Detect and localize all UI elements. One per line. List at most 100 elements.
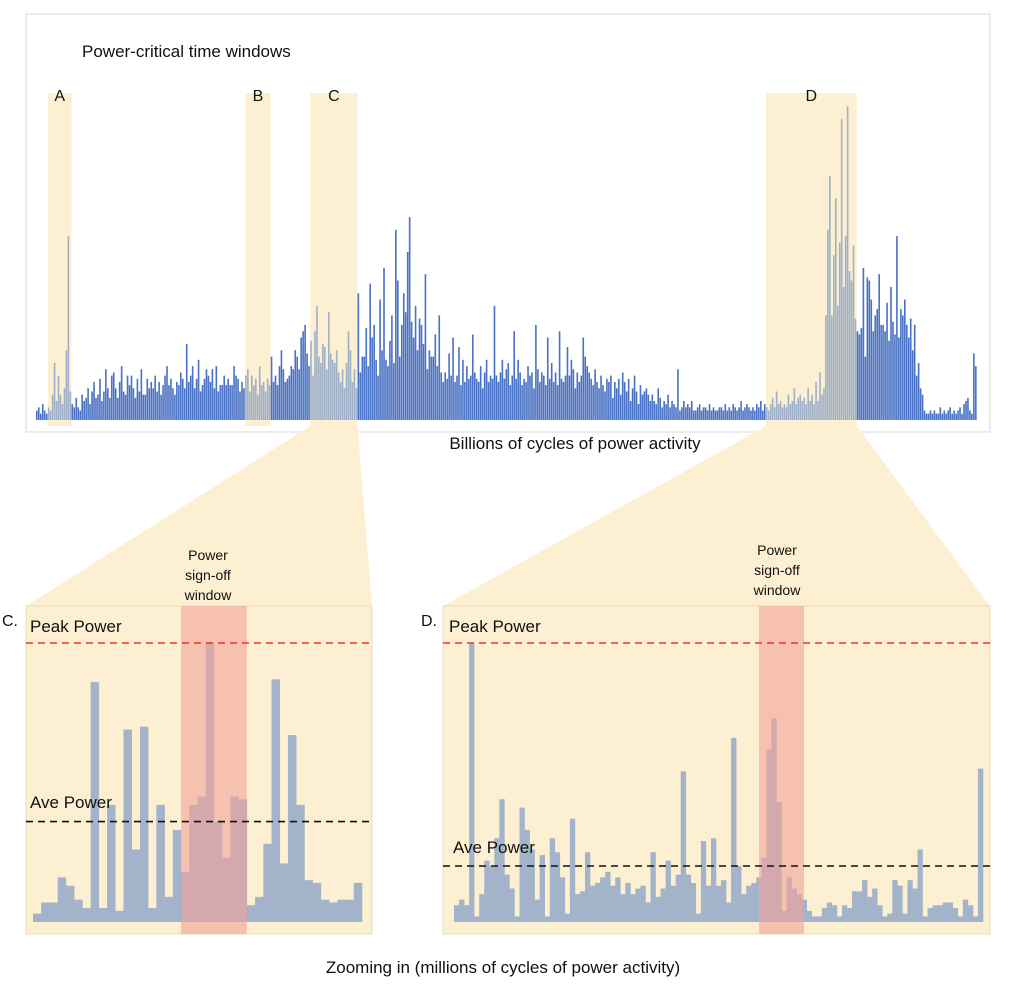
panel-d-bar [625, 882, 631, 922]
top-bar [471, 334, 474, 420]
top-bar [947, 410, 950, 420]
panel-d-bar [569, 818, 576, 922]
top-bar [440, 372, 443, 420]
top-bar [245, 375, 247, 420]
top-bar [412, 337, 415, 420]
panel-c-bar [312, 882, 322, 922]
top-bar [221, 385, 224, 420]
top-bar [698, 404, 701, 420]
top-bar [542, 375, 545, 420]
top-bar [915, 375, 918, 420]
top-bar [716, 410, 719, 420]
top-bar [775, 391, 778, 420]
top-bar [588, 372, 590, 420]
top-bar [566, 347, 569, 420]
top-bar [623, 381, 626, 420]
panel-d-bar [836, 916, 843, 922]
top-bar [827, 229, 829, 420]
top-bar [706, 410, 709, 420]
panel-d-bar [806, 910, 813, 922]
top-bar [537, 369, 539, 420]
top-bar [65, 350, 68, 420]
top-bar [327, 312, 330, 420]
panel-c-signoff-line-2: sign-off [185, 567, 231, 583]
top-bar [361, 356, 364, 420]
top-bar [675, 407, 677, 420]
panel-d-bar [917, 849, 923, 922]
top-bar [550, 362, 553, 420]
top-bar [237, 378, 239, 420]
top-bar [963, 404, 965, 420]
panel-d-bar [816, 916, 823, 922]
top-bar [886, 302, 888, 420]
top-bar [811, 394, 813, 420]
top-bar [714, 410, 717, 420]
top-bar [156, 391, 158, 420]
top-bar [900, 309, 902, 420]
top-bar [280, 350, 283, 420]
top-bar [69, 391, 72, 420]
top-bar [925, 413, 928, 420]
top-bar [728, 407, 731, 420]
top-bar [294, 350, 297, 420]
top-bar [152, 388, 155, 420]
top-bar [783, 404, 786, 420]
panel-d-bar [600, 877, 606, 922]
top-bar [756, 404, 758, 420]
top-bar [791, 400, 794, 420]
top-bar [444, 372, 446, 420]
panel-d-bar [705, 885, 712, 922]
top-bar [807, 388, 809, 420]
top-bar [884, 331, 886, 420]
top-bar [832, 255, 835, 420]
panel-c-bar [41, 902, 50, 922]
top-bar [286, 378, 289, 420]
top-bar [696, 407, 699, 420]
panel-d-bar [811, 916, 818, 922]
top-x-axis-label: Billions of cycles of power activity [449, 434, 701, 453]
top-bar [586, 366, 589, 420]
panel-c-bar [296, 804, 305, 922]
top-bar [911, 350, 914, 420]
top-bar [353, 369, 356, 420]
top-panel: A B C D Power-critical time windows Billion… [25, 13, 991, 453]
panel-d-bar [927, 908, 933, 922]
panel-d-bar [862, 880, 868, 922]
top-bar [971, 413, 973, 420]
top-bar [562, 381, 565, 420]
top-bar [931, 413, 934, 420]
top-bar [608, 381, 610, 420]
top-bar [217, 391, 220, 420]
top-bar [260, 385, 263, 420]
top-bar [641, 394, 644, 420]
panel-c-bar [164, 896, 174, 922]
panel-d-bar [731, 737, 737, 922]
top-bar [647, 394, 650, 420]
top-bar [166, 366, 168, 420]
top-bar [189, 375, 192, 420]
top-bar [744, 407, 746, 420]
panel-d-bar [529, 849, 535, 922]
top-bar-group [36, 106, 977, 421]
top-bar [874, 315, 877, 420]
top-bar [306, 353, 308, 420]
panel-d-bar [544, 916, 551, 922]
top-bar [329, 353, 332, 420]
top-bar [304, 324, 306, 420]
top-bar [821, 394, 823, 420]
panel-d-bar [922, 916, 928, 922]
top-bar [108, 397, 111, 420]
top-bar [251, 375, 253, 420]
panel-d-bar [534, 899, 540, 922]
time-window-label-b: B [253, 88, 264, 105]
top-bar [215, 366, 218, 420]
top-bar [541, 372, 543, 420]
top-bar [134, 397, 137, 420]
top-bar [866, 277, 869, 420]
top-bar [316, 305, 318, 420]
top-bar [308, 366, 310, 420]
top-bar [629, 400, 632, 420]
panel-d-bar [630, 894, 636, 922]
top-bar [878, 274, 880, 420]
top-bar [844, 236, 847, 420]
